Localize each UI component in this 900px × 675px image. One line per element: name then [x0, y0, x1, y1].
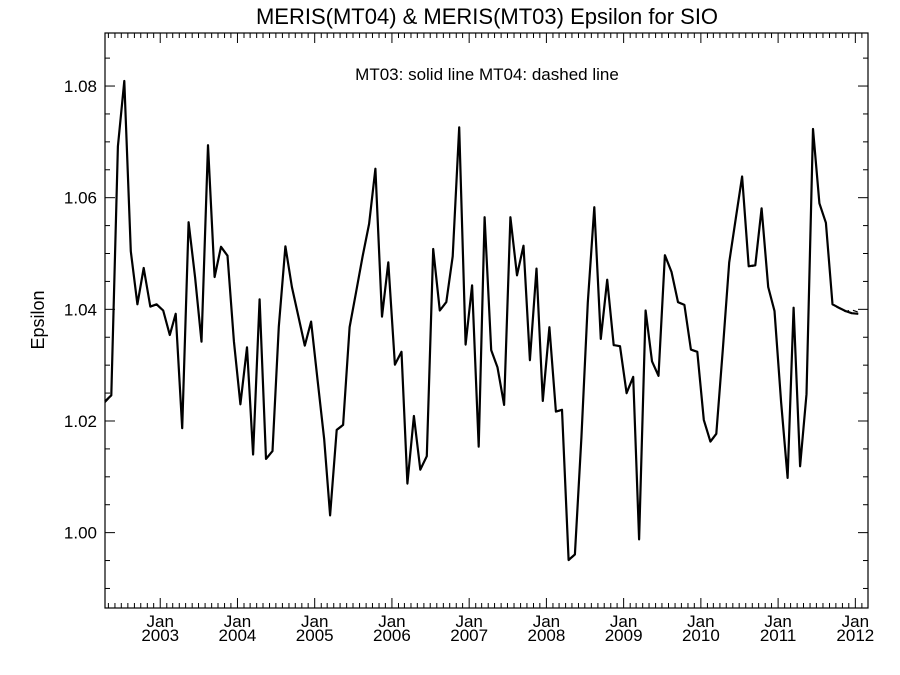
x-tick-label-month: Jan	[301, 612, 328, 631]
x-tick-label-month: Jan	[610, 612, 637, 631]
legend-annotation: MT03: solid line MT04: dashed line	[355, 65, 619, 84]
x-tick-label-year: 2010	[682, 626, 720, 645]
x-tick-label-year: 2011	[760, 626, 797, 645]
y-tick-label: 1.06	[64, 189, 97, 208]
x-tick-label-month: Jan	[687, 612, 714, 631]
x-tick-label-year: 2008	[527, 626, 565, 645]
x-tick-label-month: Jan	[764, 612, 791, 631]
plot-area: Jan2003Jan2004Jan2005Jan2006Jan2007Jan20…	[64, 32, 874, 645]
x-tick-label-month: Jan	[533, 612, 560, 631]
y-tick-label: 1.04	[64, 300, 97, 319]
chart-title: MERIS(MT04) & MERIS(MT03) Epsilon for SI…	[256, 4, 718, 29]
x-tick-label-year: 2004	[219, 626, 257, 645]
y-tick-label: 1.00	[64, 524, 97, 543]
y-tick-label: 1.08	[64, 77, 97, 96]
y-axis-label: Epsilon	[28, 290, 48, 349]
plot-frame	[104, 32, 869, 609]
x-tick-label-year: 2003	[141, 626, 179, 645]
x-tick-label-month: Jan	[378, 612, 405, 631]
y-tick-label: 1.02	[64, 412, 97, 431]
x-tick-label-year: 2007	[450, 626, 488, 645]
series-line-mt04	[104, 81, 859, 562]
x-tick-label-month: Jan	[224, 612, 251, 631]
series-line-mt03	[104, 79, 859, 562]
x-tick-label-year: 2006	[373, 626, 411, 645]
x-tick-label-year: 2009	[605, 626, 643, 645]
x-tick-label-year: 2005	[296, 626, 334, 645]
x-tick-label-month: Jan	[455, 612, 482, 631]
x-tick-label-month: Jan	[147, 612, 174, 631]
x-tick-label-year: 2012	[836, 626, 874, 645]
x-tick-label-month: Jan	[842, 612, 869, 631]
